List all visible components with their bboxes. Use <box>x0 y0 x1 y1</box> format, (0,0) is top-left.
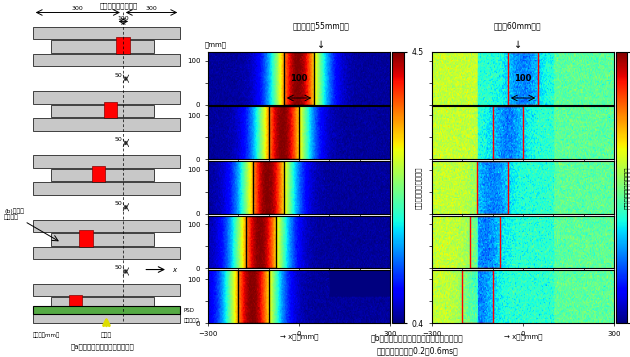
Text: → x　（mm）: → x （mm） <box>504 334 542 341</box>
Bar <box>33 91 180 104</box>
Bar <box>33 182 180 195</box>
Text: （b）検出面の後方散乱中性子強度比の分布
（計測タイミング0.2～0.6ms）: （b）検出面の後方散乱中性子強度比の分布 （計測タイミング0.2～0.6ms） <box>371 334 464 355</box>
Text: 300: 300 <box>72 6 84 11</box>
Bar <box>508 52 538 105</box>
Text: x: x <box>172 267 176 272</box>
Bar <box>51 233 154 246</box>
Text: 中性子: 中性子 <box>101 332 112 338</box>
Text: 300: 300 <box>146 6 158 11</box>
Bar <box>253 161 284 214</box>
Text: 後方散乱中性子強度比: 後方散乱中性子強度比 <box>415 166 421 209</box>
Bar <box>470 216 500 268</box>
Bar <box>33 155 180 168</box>
Text: アクリルまたは空隙: アクリルまたは空隙 <box>100 3 138 10</box>
Bar <box>51 105 154 117</box>
Bar <box>462 270 493 323</box>
Text: （mm）: （mm） <box>205 41 227 48</box>
Bar <box>33 284 180 296</box>
Text: 50: 50 <box>114 72 122 78</box>
Text: 100: 100 <box>290 74 308 83</box>
Bar <box>116 37 130 55</box>
Bar <box>493 106 523 159</box>
Bar <box>33 220 180 232</box>
Bar <box>104 102 117 120</box>
Text: 100: 100 <box>514 74 532 83</box>
Bar <box>33 247 180 259</box>
Text: 空隙（60mm厚）: 空隙（60mm厚） <box>494 21 541 30</box>
Text: → x　（mm）: → x （mm） <box>280 334 318 341</box>
Bar <box>478 161 508 214</box>
Bar <box>246 216 277 268</box>
Bar <box>33 54 180 66</box>
Bar <box>51 297 154 310</box>
Bar <box>238 270 268 323</box>
Bar <box>91 166 105 184</box>
Bar <box>79 230 93 248</box>
Text: 100: 100 <box>117 16 129 21</box>
Bar <box>51 169 154 181</box>
Text: ↓: ↓ <box>317 40 325 50</box>
Text: 50: 50 <box>114 265 122 271</box>
Text: (b)に示す
検出範囲: (b)に示す 検出範囲 <box>4 208 24 220</box>
Bar <box>268 106 299 159</box>
Bar <box>33 27 180 39</box>
Text: PSD: PSD <box>183 308 194 313</box>
Bar <box>33 118 180 131</box>
Text: 50: 50 <box>114 137 122 142</box>
Bar <box>69 295 83 312</box>
Bar <box>33 306 180 314</box>
Bar <box>51 40 154 53</box>
Text: （a）アクリルまたは空隙の位置: （a）アクリルまたは空隙の位置 <box>71 343 134 350</box>
Text: （単位：mm）: （単位：mm） <box>33 332 60 338</box>
Text: 後方散乱中性子強度比: 後方散乱中性子強度比 <box>624 166 630 209</box>
Bar <box>33 311 180 323</box>
Text: アクリル（55mm厚）: アクリル（55mm厚） <box>292 21 350 30</box>
Text: （検出器）: （検出器） <box>183 318 199 323</box>
Text: 50: 50 <box>114 201 122 206</box>
Text: ↓: ↓ <box>513 40 522 50</box>
Bar <box>284 52 314 105</box>
